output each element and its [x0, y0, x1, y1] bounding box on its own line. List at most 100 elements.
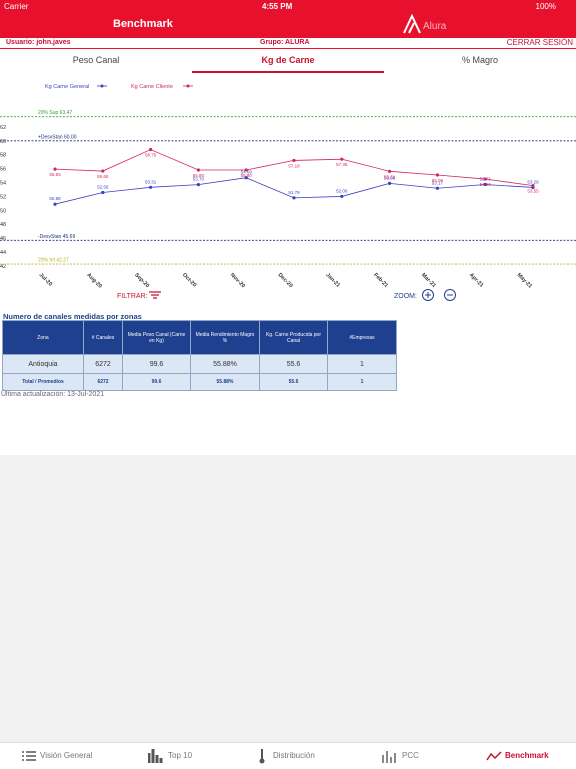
chart: FILTRAR: ZOOM: Kg Carne General Kg Carne …	[0, 84, 576, 301]
point	[149, 147, 153, 152]
battery: 100%	[535, 2, 556, 11]
point	[483, 182, 487, 187]
table-total: Total / Promedios 6272 99.6 55.88% 55.6 1	[2, 373, 397, 391]
tab[interactable]: % Magro	[461, 55, 498, 65]
y-tick-label: 56	[0, 167, 6, 173]
value-label: 55.80	[193, 173, 205, 178]
table-title: Numero de canales medidas por zonas	[3, 312, 142, 321]
value-label: 55.08	[432, 178, 444, 183]
bottom-bar: Visión General Top 10 Distribución PCC B…	[0, 742, 576, 769]
table-cell: #Empresas	[327, 320, 397, 355]
y-tick-label: 54	[0, 181, 6, 187]
table-cell: 55.6	[259, 373, 328, 391]
time: 4:55 PM	[262, 2, 293, 11]
icon-list	[22, 751, 36, 761]
tab[interactable]: Peso Canal	[72, 55, 120, 65]
table-cell: Total / Promedios	[2, 373, 84, 391]
point	[435, 173, 439, 177]
point	[340, 157, 344, 161]
bottom-tab[interactable]: Distribución	[273, 751, 315, 760]
reference-label: 20% Sup 63.47	[38, 110, 72, 116]
header: Carrier 4:55 PM 100% Benchmark Alura	[0, 0, 576, 38]
point	[196, 168, 200, 172]
zoom-in[interactable]	[422, 289, 434, 301]
y-tick-label: 46	[0, 236, 6, 242]
value-label: 53.29	[527, 179, 539, 184]
x-tick-label: May-21	[516, 272, 533, 289]
table-cell: 99.6	[122, 373, 191, 391]
value-label: 57.18	[288, 163, 300, 168]
x-tick-label: Aug-20	[85, 272, 102, 289]
icon-line	[486, 751, 502, 761]
updated: Última actualización: 13-Jul-2021	[1, 391, 105, 398]
table-cell: 55.6	[259, 354, 328, 374]
value-label: 55.93	[49, 172, 61, 177]
value-label: 53.31	[145, 179, 157, 184]
value-label: 57.36	[336, 162, 348, 167]
point	[388, 181, 392, 185]
logo-icon	[403, 14, 421, 34]
table-cell: Kg. Carne Producida por Canal	[259, 320, 328, 355]
table-cell: 6272	[83, 373, 123, 391]
point	[244, 168, 248, 172]
x-tick-label: Jan-21	[324, 272, 341, 289]
logo-text: Alura	[423, 21, 447, 32]
y-tick-label: 42	[0, 264, 6, 270]
value-label: 52.56	[97, 185, 109, 190]
table-cell: Zona	[2, 320, 84, 355]
y-tick-label: 62	[0, 125, 6, 131]
y-tick-label: 50	[0, 208, 6, 214]
carrier: Carrier	[4, 2, 29, 11]
legend-label: Kg Carne Cliente	[131, 84, 173, 90]
value-label: 55.80	[241, 173, 253, 178]
point	[53, 167, 57, 171]
reference-label: -DesvStan 45.69	[38, 234, 75, 240]
reference-label: +DesvStan 60.00	[38, 134, 77, 140]
tabs: Peso Canal Kg de Carne % Magro	[0, 49, 576, 73]
x-tick-label: Jul-20	[38, 272, 53, 287]
logo-shape	[403, 14, 421, 34]
table-header: Zona # Canales Media Peso Canal (Carne en …	[2, 320, 397, 355]
point	[149, 185, 153, 189]
icon-pcc	[382, 751, 396, 763]
filter-icon[interactable]	[149, 291, 161, 299]
point	[483, 177, 487, 181]
point	[292, 196, 296, 200]
value-label: 53.17	[432, 180, 444, 185]
y-tick-label: 60	[0, 139, 6, 145]
table: Zona # Canales Media Peso Canal (Carne en …	[2, 320, 397, 391]
table-cell: 55.88%	[190, 373, 260, 391]
user-bar: Usuario: john.javes Grupo: ALURA CERRAR …	[0, 38, 576, 49]
table-cell: 99.6	[122, 354, 191, 374]
x-tick-label: Mar-21	[420, 272, 437, 289]
x-tick-label: Sep-20	[133, 272, 150, 289]
point	[53, 202, 57, 206]
table-cell: 6272	[83, 354, 123, 374]
x-tick-label: Nov-20	[229, 272, 246, 289]
bottom-tab[interactable]: Top 10	[168, 751, 193, 760]
value-label: 55.61	[384, 174, 396, 179]
user: Usuario: john.javes	[6, 39, 71, 46]
zoom-out[interactable]	[444, 289, 456, 301]
zoom-in-icon	[425, 292, 431, 298]
point	[292, 158, 296, 163]
filter-label[interactable]: FILTRAR:	[117, 293, 148, 300]
tab-active[interactable]: Kg de Carne	[192, 49, 384, 73]
bottom-tab[interactable]: Visión General	[40, 751, 93, 760]
bottom-tab[interactable]: PCC	[402, 751, 419, 760]
content: FILTRAR: ZOOM: Kg Carne General Kg Carne …	[0, 73, 576, 455]
logout[interactable]: CERRAR SESIÓN	[506, 38, 573, 47]
value-label: 50.88	[49, 196, 61, 201]
bottom-tab-active[interactable]: Benchmark	[505, 751, 549, 760]
point	[101, 169, 105, 173]
x-tick-label: Oct-20	[181, 272, 197, 288]
value-label: 51.79	[288, 190, 300, 195]
y-tick-label: 52	[0, 194, 6, 200]
table-cell: 1	[327, 354, 397, 374]
value-label: 55.65	[97, 174, 109, 179]
value-label: 54.50	[480, 182, 492, 187]
y-tick-label: 58	[0, 153, 6, 159]
header-title: Benchmark	[113, 18, 173, 30]
point	[244, 176, 248, 180]
